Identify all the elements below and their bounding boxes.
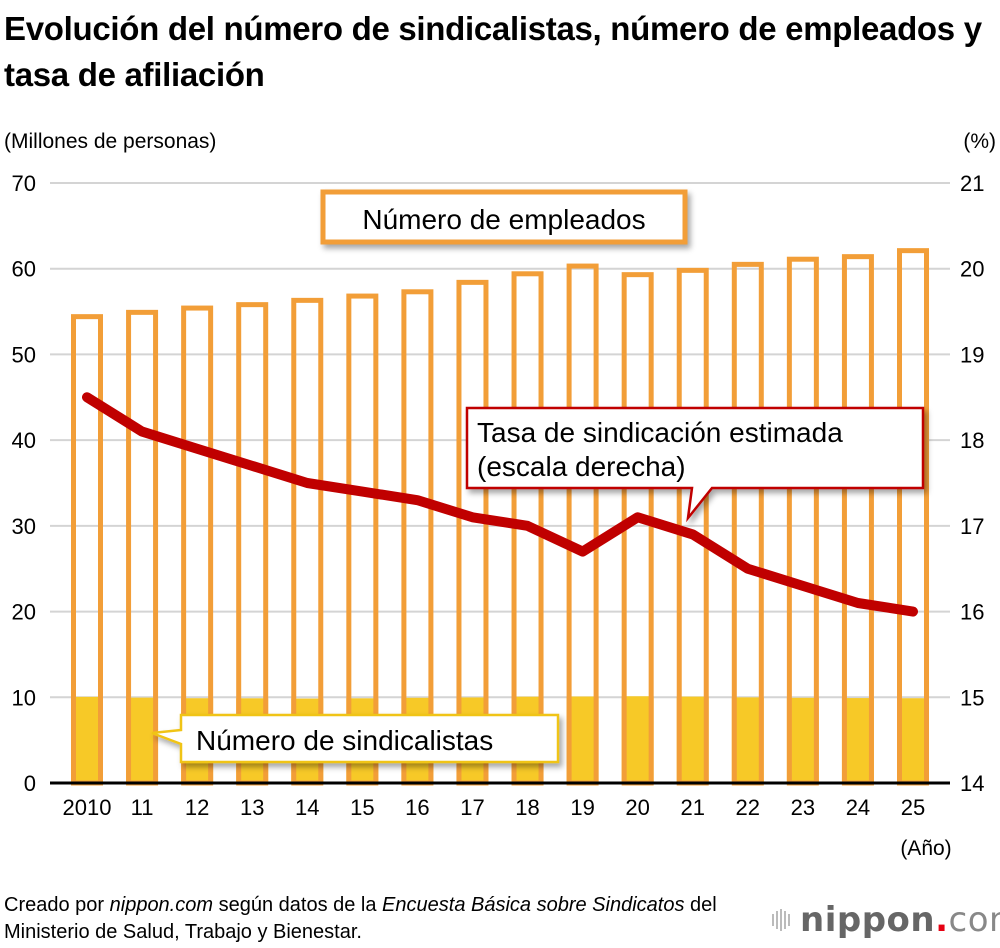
left-tick-label: 40 xyxy=(12,428,36,453)
nippon-logo: nippon.com xyxy=(772,900,1000,940)
right-tick-label: 16 xyxy=(960,600,984,625)
left-tick-label: 30 xyxy=(12,514,36,539)
members-label: Número de sindicalistas xyxy=(196,725,493,756)
chart-title: Evolución del número de sindicalistas, n… xyxy=(4,10,982,93)
members-callout xyxy=(151,713,560,764)
right-tick-label: 20 xyxy=(960,257,984,282)
x-tick-label: 2010 xyxy=(63,795,112,820)
left-tick-label: 0 xyxy=(24,771,36,796)
source-text: Creado por xyxy=(4,894,110,916)
rate-callout xyxy=(465,406,925,523)
x-tick-label: 19 xyxy=(570,795,594,820)
left-tick-label: 60 xyxy=(12,257,36,282)
source-survey: Encuesta Básica sobre Sindicatos xyxy=(382,894,685,916)
right-axis-label: (%) xyxy=(963,130,996,153)
source-note: Creado por nippon.com según datos de la … xyxy=(4,892,744,946)
x-tick-label: 13 xyxy=(240,795,264,820)
x-axis-unit: (Año) xyxy=(900,837,951,860)
members-bar xyxy=(621,696,654,783)
x-tick-label: 23 xyxy=(791,795,815,820)
logo-dot: . xyxy=(935,900,949,940)
x-tick-label: 14 xyxy=(295,795,319,820)
x-tick-label: 20 xyxy=(625,795,649,820)
x-tick-label: 12 xyxy=(185,795,209,820)
logo-name: nippon xyxy=(800,900,936,940)
members-bar xyxy=(71,696,103,783)
members-bar xyxy=(566,696,599,783)
logo-bars-icon xyxy=(772,909,790,931)
left-tick-label: 70 xyxy=(12,171,36,196)
employees-callout xyxy=(320,189,688,245)
members-bar xyxy=(731,697,764,783)
logo-suffix: com xyxy=(948,900,1000,940)
source-text: del Ministerio de Salud, Trabajo y Biene… xyxy=(4,894,717,943)
x-tick-label: 22 xyxy=(736,795,760,820)
source-site: nippon.com xyxy=(109,894,214,916)
rate-line xyxy=(82,392,918,617)
right-tick-label: 14 xyxy=(960,771,984,796)
right-tick-label: 21 xyxy=(960,171,984,196)
right-tick-label: 15 xyxy=(960,685,984,710)
members-bar xyxy=(786,697,819,783)
x-tick-label: 11 xyxy=(131,795,154,820)
right-tick-label: 18 xyxy=(960,428,984,453)
x-tick-label: 18 xyxy=(515,795,539,820)
left-tick-label: 20 xyxy=(12,600,36,625)
source-text: según datos de la xyxy=(213,894,383,916)
right-tick-label: 19 xyxy=(960,342,984,367)
x-tick-label: 25 xyxy=(901,795,925,820)
x-tick-label: 21 xyxy=(680,795,704,820)
members-bar xyxy=(676,696,709,783)
left-axis-label: (Millones de personas) xyxy=(4,130,216,153)
members-bar xyxy=(841,698,874,783)
members-bar xyxy=(126,697,159,783)
left-tick-label: 10 xyxy=(12,685,36,710)
rate-label-line2: (escala derecha) xyxy=(477,451,686,482)
rate-label-line1: Tasa de sindicación estimada xyxy=(477,417,843,448)
x-tick-label: 15 xyxy=(350,795,374,820)
members-bar xyxy=(897,698,929,783)
x-tick-label: 24 xyxy=(846,795,870,820)
employees-label: Número de empleados xyxy=(362,204,645,235)
x-tick-label: 17 xyxy=(460,795,484,820)
right-tick-label: 17 xyxy=(960,514,984,539)
x-tick-label: 16 xyxy=(405,795,429,820)
left-tick-label: 50 xyxy=(12,342,36,367)
